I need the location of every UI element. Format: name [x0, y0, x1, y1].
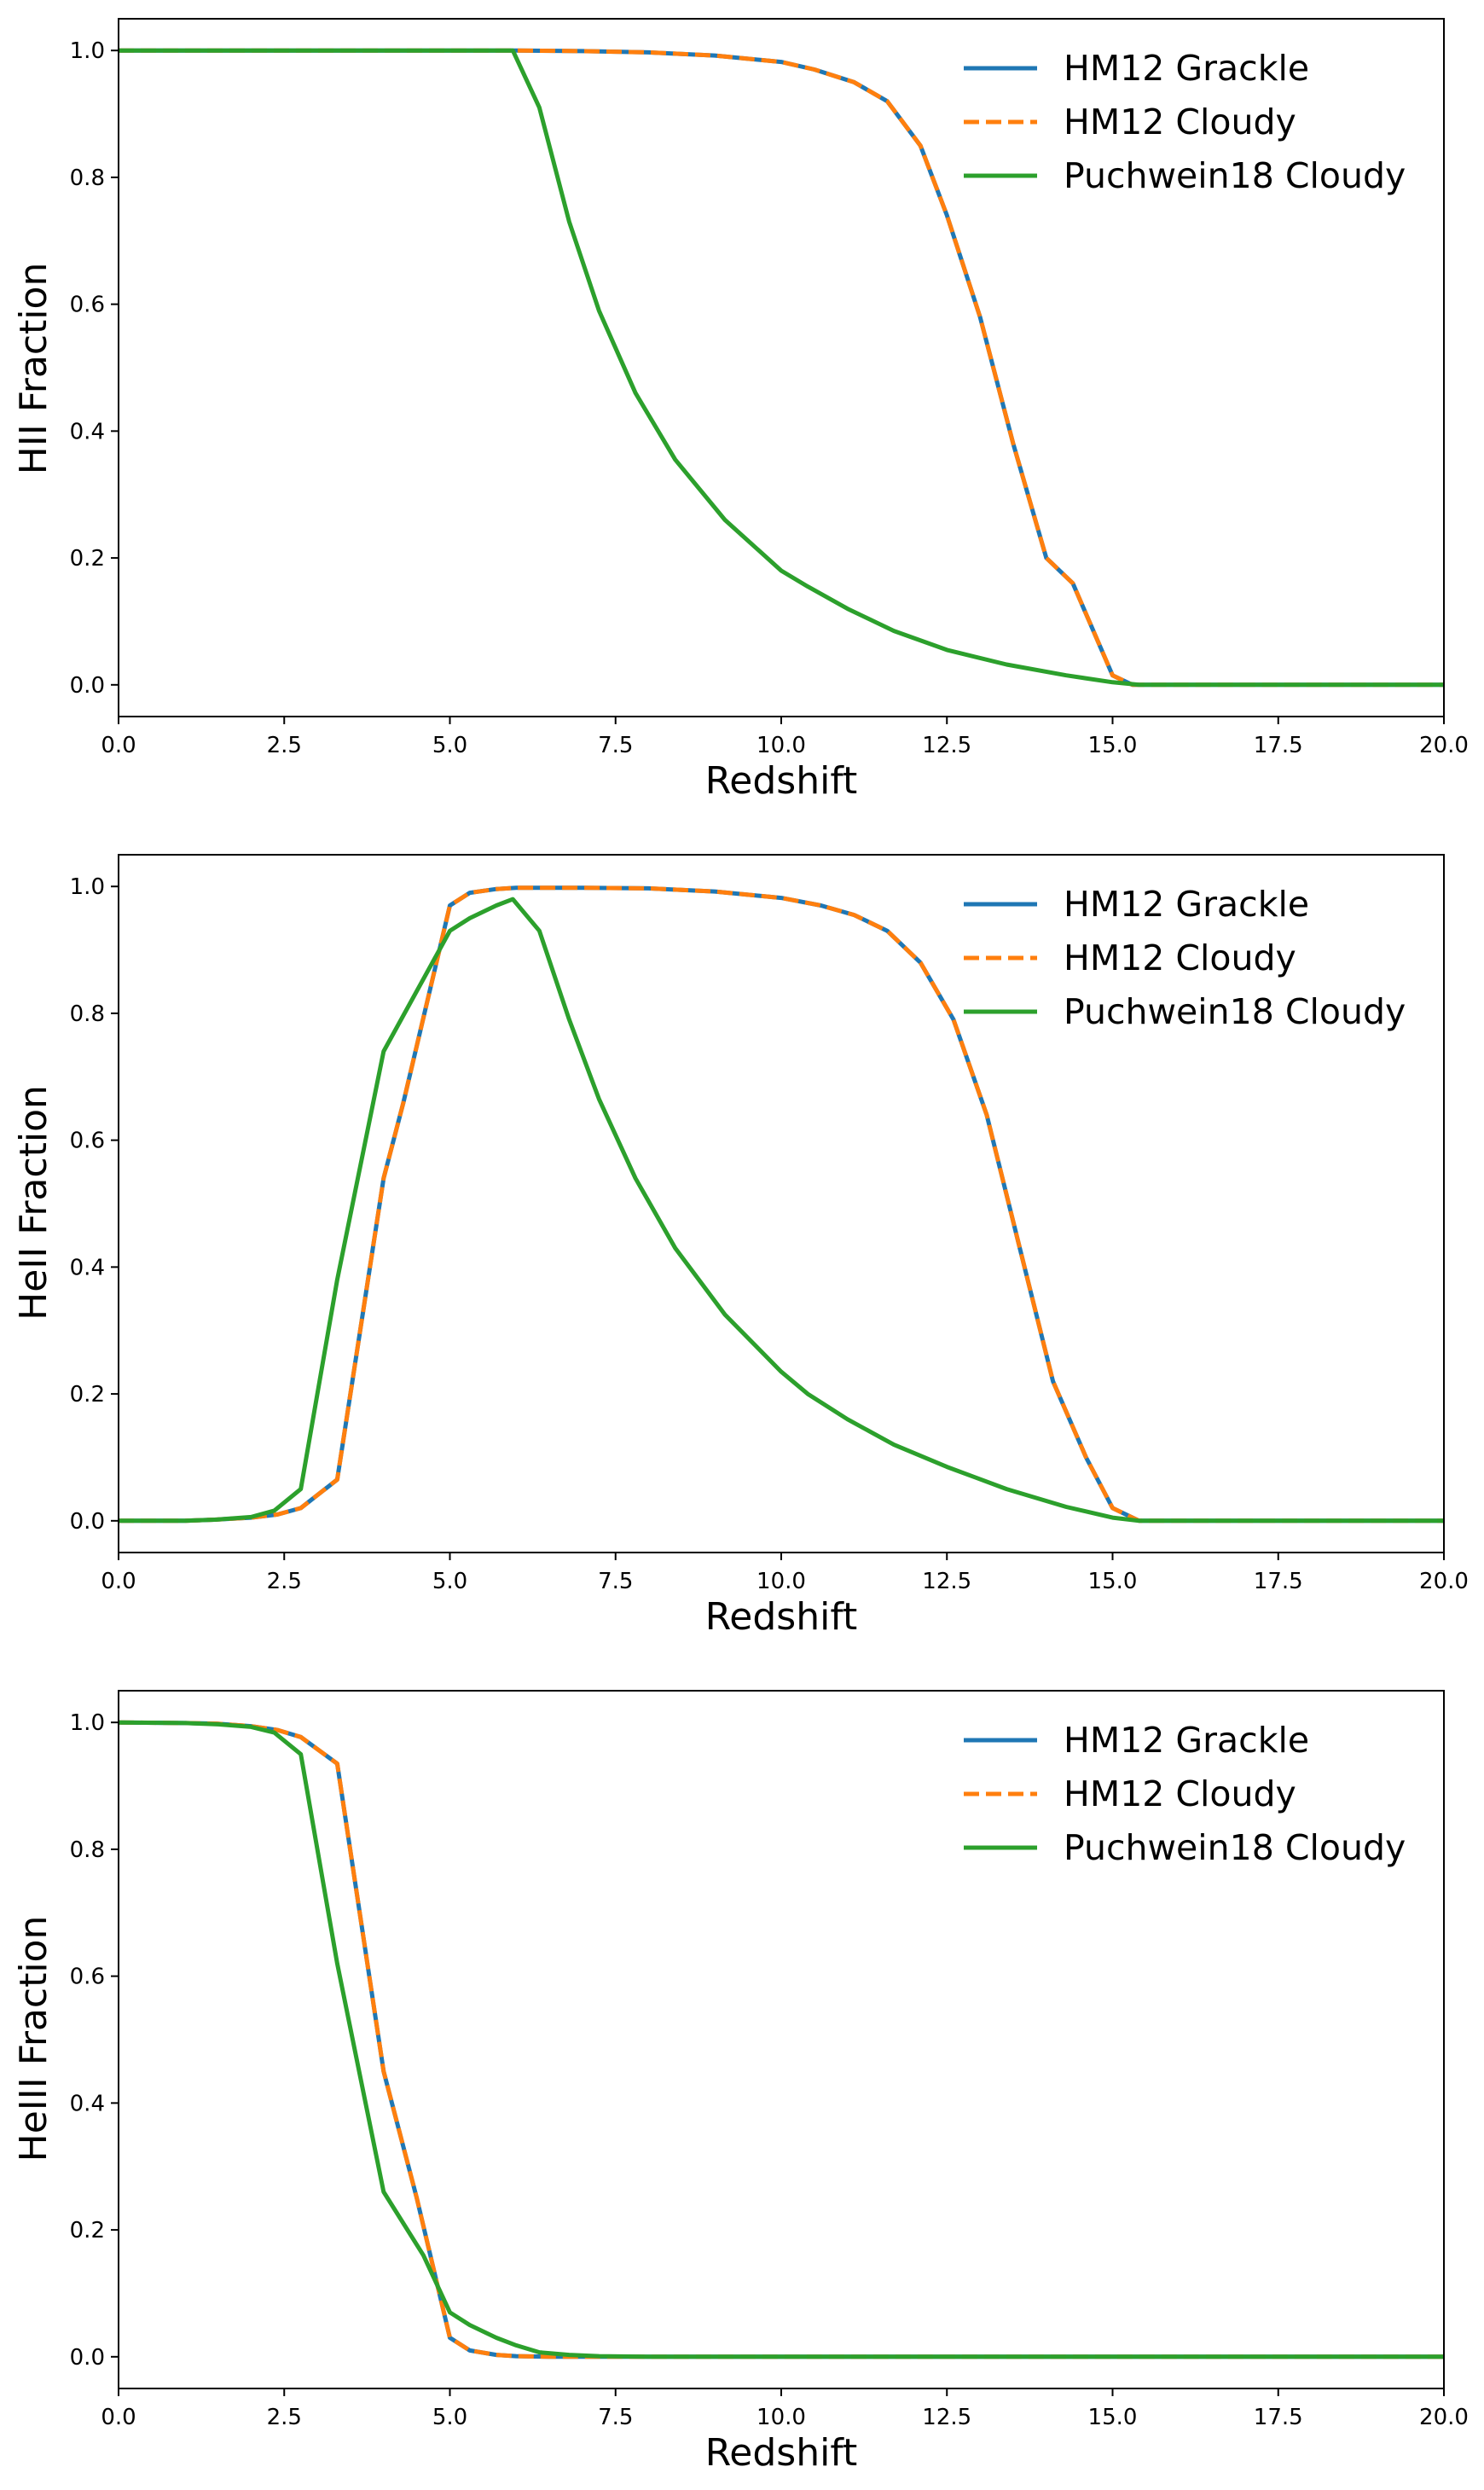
- y-tick-label: 0.8: [70, 165, 105, 191]
- series-line-puchwein18-cloudy: [119, 897, 1444, 1524]
- x-tick-label: 17.5: [1254, 733, 1303, 758]
- x-tick-label: 0.0: [101, 733, 136, 758]
- x-tick-label: 17.5: [1254, 1569, 1303, 1594]
- y-axis-label: HeIII Fraction: [12, 1916, 55, 2162]
- y-tick-label: 0.4: [70, 1255, 105, 1280]
- y-tick-label: 0.6: [70, 293, 105, 318]
- x-tick-label: 10.0: [756, 733, 806, 758]
- x-tick-label: 15.0: [1088, 2405, 1138, 2430]
- x-tick-label: 20.0: [1419, 1569, 1469, 1594]
- x-axis-label: Redshift: [705, 759, 858, 803]
- y-tick-label: 0.4: [70, 2091, 105, 2116]
- legend-label: Puchwein18 Cloudy: [1064, 155, 1406, 196]
- x-tick-label: 5.0: [432, 1569, 467, 1594]
- y-tick-label: 0.2: [70, 2218, 105, 2243]
- series-line-hm12-cloudy: [119, 885, 1444, 1524]
- y-tick-label: 0.8: [70, 1001, 105, 1027]
- legend: HM12 Grackle HM12 Cloudy Puchwein18 Cloudy: [964, 884, 1406, 1032]
- x-tick-label: 20.0: [1419, 2405, 1469, 2430]
- heiii-fraction-panel: Redshift HeIII Fraction 0.0 2.5 5.0 7.5 10.0…: [12, 1690, 1469, 2475]
- x-tick-label: 0.0: [101, 1569, 136, 1594]
- legend-label: Puchwein18 Cloudy: [1064, 991, 1406, 1032]
- legend: HM12 Grackle HM12 Cloudy Puchwein18 Cloudy: [964, 48, 1406, 196]
- legend-label: HM12 Cloudy: [1064, 102, 1296, 142]
- legend: HM12 Grackle HM12 Cloudy Puchwein18 Cloudy: [964, 1720, 1406, 1868]
- x-tick-label: 12.5: [922, 1569, 971, 1594]
- y-tick-label: 0.0: [70, 2345, 105, 2371]
- x-tick-label: 10.0: [756, 2405, 806, 2430]
- legend-label: Puchwein18 Cloudy: [1064, 1827, 1406, 1868]
- x-tick-label: 2.5: [267, 1569, 302, 1594]
- legend-label: HM12 Grackle: [1064, 1720, 1309, 1761]
- x-tick-label: 12.5: [922, 2405, 971, 2430]
- y-tick-label: 0.4: [70, 419, 105, 444]
- x-tick-label: 5.0: [432, 733, 467, 758]
- legend-label: HM12 Grackle: [1064, 48, 1309, 89]
- x-tick-label: 2.5: [267, 733, 302, 758]
- y-axis-label: HeII Fraction: [12, 1085, 55, 1320]
- legend-label: HM12 Cloudy: [1064, 1773, 1296, 1814]
- y-tick-label: 1.0: [70, 874, 105, 900]
- hii-fraction-panel: Redshift HII Fraction 0.0 2.5 5.0 7.5 10.0 12…: [12, 18, 1469, 803]
- x-tick-label: 7.5: [598, 2405, 633, 2430]
- y-tick-label: 0.2: [70, 546, 105, 572]
- y-tick-label: 1.0: [70, 1710, 105, 1736]
- y-tick-label: 1.0: [70, 38, 105, 64]
- x-tick-label: 0.0: [101, 2405, 136, 2430]
- x-tick-label: 15.0: [1088, 733, 1138, 758]
- x-tick-label: 7.5: [598, 733, 633, 758]
- x-tick-label: 17.5: [1254, 2405, 1303, 2430]
- y-tick-label: 0.8: [70, 1837, 105, 1863]
- x-tick-label: 12.5: [922, 733, 971, 758]
- x-tick-label: 5.0: [432, 2405, 467, 2430]
- x-tick-label: 15.0: [1088, 1569, 1138, 1594]
- y-tick-label: 0.6: [70, 1129, 105, 1154]
- series-line-hm12-cloudy: [119, 48, 1444, 688]
- legend-label: HM12 Grackle: [1064, 884, 1309, 925]
- series-line-puchwein18-cloudy: [119, 48, 1444, 688]
- y-axis-label: HII Fraction: [12, 263, 55, 475]
- series-line-puchwein18-cloudy: [119, 1720, 1444, 2359]
- legend-label: HM12 Cloudy: [1064, 937, 1296, 978]
- x-tick-label: 20.0: [1419, 733, 1469, 758]
- y-tick-label: 0.2: [70, 1382, 105, 1408]
- heii-fraction-panel: Redshift HeII Fraction 0.0 2.5 5.0 7.5 10.0 1…: [12, 854, 1469, 1639]
- x-axis-label: Redshift: [705, 1595, 858, 1639]
- x-tick-label: 10.0: [756, 1569, 806, 1594]
- y-tick-label: 0.0: [70, 673, 105, 699]
- y-tick-label: 0.0: [70, 1509, 105, 1535]
- x-tick-label: 2.5: [267, 2405, 302, 2430]
- y-tick-label: 0.6: [70, 1965, 105, 1990]
- x-axis-label: Redshift: [705, 2431, 858, 2475]
- x-tick-label: 7.5: [598, 1569, 633, 1594]
